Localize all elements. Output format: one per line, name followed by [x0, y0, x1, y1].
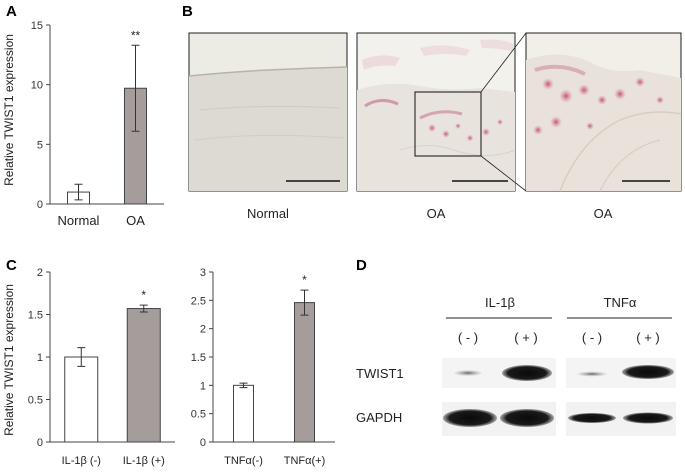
- chart-a: 0 5 10 15 Normal OA **: [31, 20, 164, 228]
- y-tick-label: 0.5: [28, 395, 43, 407]
- panel-letter-d: D: [356, 257, 367, 274]
- bar: [126, 308, 161, 443]
- y-tick-label: 0: [37, 199, 43, 211]
- band-gapdh-tnfa-neg: [568, 413, 616, 423]
- y-tick-label: 5: [37, 139, 43, 151]
- label-normal: Normal: [247, 206, 289, 221]
- significance-marker: **: [131, 28, 141, 42]
- y-tick-label: 0: [37, 437, 43, 449]
- panel-letter-b: B: [182, 3, 193, 20]
- panel-letter-c: C: [6, 257, 17, 274]
- error-bar: [131, 44, 140, 132]
- y-tick-label: 0: [200, 437, 206, 449]
- treatment-il1b: IL-1β: [485, 295, 515, 310]
- micrograph-normal: [188, 32, 348, 192]
- row-label-gapdh: GAPDH: [356, 410, 402, 425]
- significance-marker: *: [141, 288, 146, 302]
- lane-label-il1b-neg: ( - ): [458, 330, 478, 345]
- category-label: Normal: [58, 213, 100, 228]
- bar: [294, 302, 315, 443]
- lane-label-tnfa-pos: ( + ): [636, 330, 659, 345]
- error-bar: [300, 289, 309, 316]
- y-tick-label: 1.5: [28, 310, 43, 322]
- zoom-line-bottom: [480, 155, 527, 192]
- band-gapdh-il1b-pos: [500, 409, 554, 427]
- panel-letter-a: A: [6, 3, 17, 20]
- micrograph-oa-magnified: [525, 32, 682, 192]
- category-label: TNFα(-): [224, 455, 263, 467]
- category-label: OA: [126, 213, 145, 228]
- y-tick-label: 15: [31, 20, 43, 32]
- micrograph-oa: [356, 32, 516, 192]
- zoom-line-top: [480, 32, 527, 93]
- band-gapdh-il1b-neg: [443, 409, 497, 427]
- lane-label-il1b-pos: ( + ): [514, 330, 537, 345]
- category-label: IL-1β (-): [62, 455, 101, 467]
- blot-twist1: [442, 358, 676, 388]
- band-twist1-tnfa-neg: [577, 371, 607, 377]
- panel-c-ylabel: Relative TWIST1 expression: [2, 284, 16, 436]
- significance-marker: *: [302, 273, 307, 287]
- error-bar: [74, 183, 83, 201]
- lane-label-tnfa-neg: ( - ): [582, 330, 602, 345]
- panel-a-ylabel: Relative TWIST1 expression: [2, 34, 16, 186]
- bar: [233, 384, 254, 443]
- label-oa-magnified: OA: [594, 206, 613, 221]
- band-twist1-il1b-pos: [502, 365, 552, 381]
- error-bar: [139, 304, 148, 313]
- y-tick-label: 2: [37, 267, 43, 279]
- category-label: IL-1β (+): [123, 455, 165, 467]
- band-twist1-tnfa-pos: [622, 365, 674, 379]
- chart-c-il1b: 0 0.5 1 1.5 2 IL-1β (-) IL-1β (+) *: [28, 267, 175, 467]
- zoom-box: [414, 91, 482, 157]
- band-twist1-il1b-neg: [454, 370, 482, 376]
- chart-c-tnfa: 0 0.5 1 1.5 2 2.5 3 TNFα(-) TNFα(+) *: [191, 267, 335, 467]
- y-tick-label: 3: [200, 267, 206, 279]
- y-tick-label: 1: [200, 380, 206, 392]
- y-tick-label: 1: [37, 352, 43, 364]
- y-tick-label: 10: [31, 80, 43, 92]
- y-tick-label: 0.5: [191, 409, 206, 421]
- error-bar: [239, 382, 248, 389]
- category-label: TNFα(+): [284, 455, 326, 467]
- error-bar: [77, 347, 86, 367]
- y-tick-label: 2: [200, 324, 206, 336]
- row-label-twist1: TWIST1: [356, 366, 404, 381]
- label-oa: OA: [427, 206, 446, 221]
- treatment-tnfa: TNFα: [604, 295, 637, 310]
- band-gapdh-tnfa-pos: [623, 412, 673, 424]
- y-tick-label: 2.5: [191, 295, 206, 307]
- bar: [64, 356, 99, 443]
- blot-gapdh: [442, 402, 676, 436]
- y-tick-label: 1.5: [191, 352, 206, 364]
